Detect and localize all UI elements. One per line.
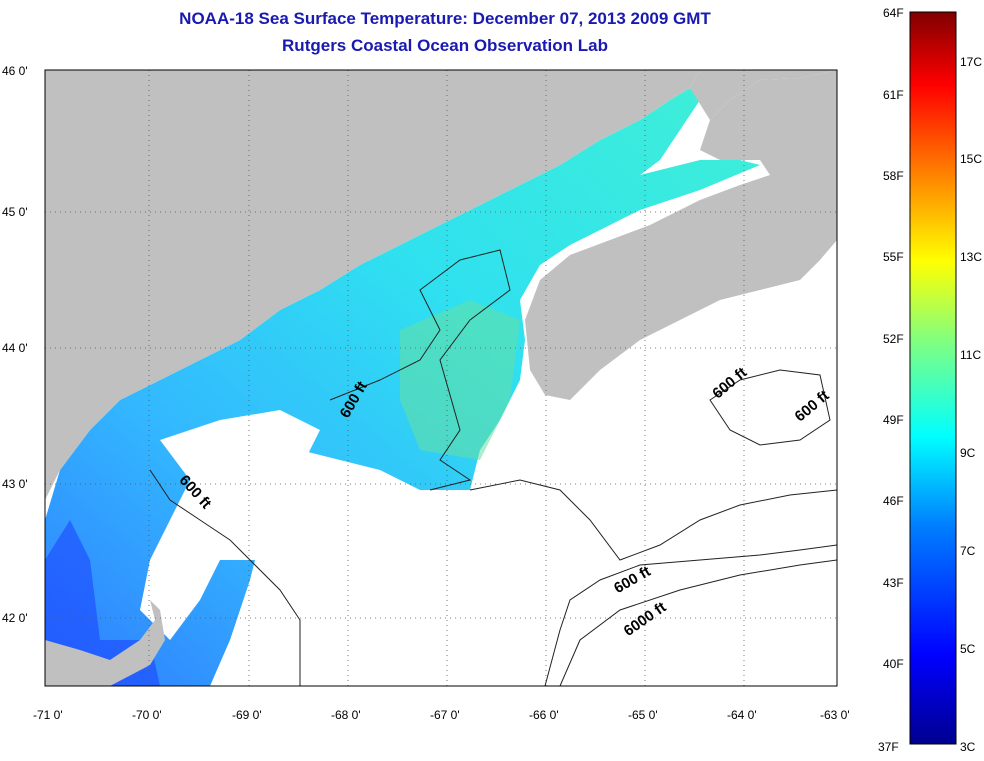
colorbar-c-label: 15C [960, 152, 982, 166]
map-title: NOAA-18 Sea Surface Temperature: Decembe… [179, 9, 711, 28]
graticule [45, 70, 837, 686]
colorbar-f-label: 49F [883, 413, 904, 427]
colorbar-c-label: 13C [960, 250, 982, 264]
land-nova-scotia [525, 70, 837, 400]
lon-label: -67 0' [430, 708, 460, 722]
land-new-brunswick-strip [690, 70, 837, 120]
lat-label: 43 0' [2, 477, 28, 491]
land-new-england [45, 70, 700, 500]
no-data-region [140, 410, 320, 640]
lat-label: 45 0' [2, 205, 28, 219]
colorbar [909, 11, 957, 745]
colorbar-f-label: 52F [883, 332, 904, 346]
lat-label: 46 0' [2, 64, 28, 78]
map-subtitle: Rutgers Coastal Ocean Observation Lab [282, 36, 608, 55]
depth-contours [149, 249, 837, 686]
lon-label: -68 0' [331, 708, 361, 722]
colorbar-labels: 64F 61F 58F 55F 52F 49F 46F 43F 40F 37F … [878, 6, 982, 754]
colorbar-c-label: 3C [960, 740, 976, 754]
lon-label: -71 0' [33, 708, 63, 722]
lon-label: -63 0' [820, 708, 850, 722]
colorbar-f-label: 40F [883, 657, 904, 671]
colorbar-c-label: 5C [960, 642, 976, 656]
colorbar-f-label: 37F [878, 740, 899, 754]
colorbar-f-label: 43F [883, 576, 904, 590]
colorbar-c-label: 17C [960, 55, 982, 69]
colorbar-c-label: 11C [960, 348, 981, 362]
colorbar-f-label: 46F [883, 494, 904, 508]
land-cape-cod [45, 600, 165, 686]
colorbar-f-label: 64F [883, 6, 904, 20]
sst-cold-coast [45, 520, 160, 686]
colorbar-f-label: 58F [883, 169, 904, 183]
lon-label: -65 0' [628, 708, 658, 722]
lat-label: 42 0' [2, 611, 28, 625]
lat-label: 44 0' [2, 341, 28, 355]
colorbar-f-label: 61F [883, 88, 904, 102]
colorbar-c-label: 7C [960, 544, 976, 558]
colorbar-f-label: 55F [883, 250, 904, 264]
lon-label: -70 0' [132, 708, 162, 722]
lon-label: -66 0' [529, 708, 559, 722]
sst-warm-patch [400, 300, 520, 460]
lon-label: -69 0' [232, 708, 262, 722]
lon-label: -64 0' [727, 708, 757, 722]
map-frame [44, 69, 838, 687]
colorbar-c-label: 9C [960, 446, 976, 460]
